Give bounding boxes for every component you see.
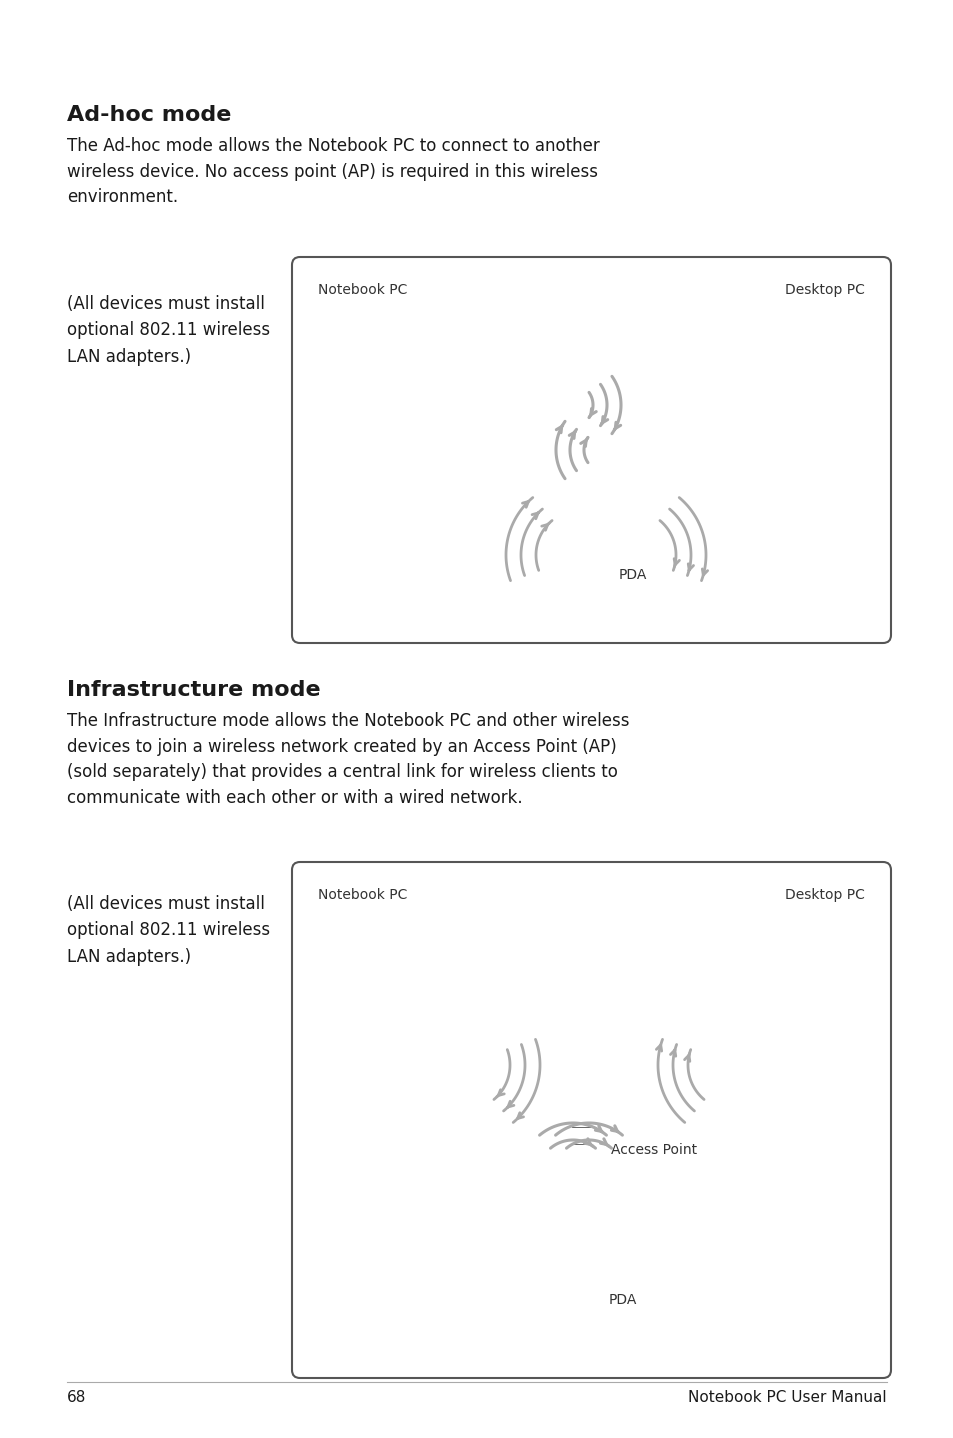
Text: Access Point: Access Point [610, 1143, 697, 1158]
Text: Desktop PC: Desktop PC [784, 889, 864, 902]
Text: The Infrastructure mode allows the Notebook PC and other wireless
devices to joi: The Infrastructure mode allows the Noteb… [67, 712, 629, 807]
Text: Desktop PC: Desktop PC [784, 283, 864, 298]
Bar [764, 1002, 801, 1008]
Polygon shape [569, 1116, 592, 1165]
FancyBboxPatch shape [292, 257, 890, 643]
Circle shape [587, 581, 594, 588]
FancyBboxPatch shape [759, 981, 805, 1070]
Bar [767, 1044, 798, 1060]
Polygon shape [383, 398, 453, 443]
Text: PDA: PDA [618, 568, 647, 582]
Polygon shape [760, 972, 813, 982]
Text: PDA: PDA [608, 1293, 637, 1307]
Bar [577, 538, 604, 574]
Polygon shape [381, 975, 448, 1018]
Text: The Ad-hoc mode allows the Notebook PC to connect to another
wireless device. No: The Ad-hoc mode allows the Notebook PC t… [67, 137, 599, 207]
Polygon shape [755, 397, 809, 406]
Polygon shape [803, 972, 813, 1068]
Polygon shape [369, 449, 464, 464]
Text: Notebook PC: Notebook PC [317, 283, 407, 298]
Text: Infrastructure mode: Infrastructure mode [67, 680, 320, 700]
Circle shape [598, 581, 605, 588]
Bar [764, 988, 801, 998]
Bar [759, 427, 796, 433]
Bar [567, 1264, 594, 1299]
Polygon shape [377, 969, 452, 1024]
Bar [759, 413, 796, 421]
Polygon shape [569, 1110, 599, 1116]
FancyBboxPatch shape [560, 1255, 600, 1324]
Circle shape [577, 1306, 584, 1313]
FancyBboxPatch shape [570, 529, 611, 601]
Text: Notebook PC: Notebook PC [317, 889, 407, 902]
Text: Notebook PC User Manual: Notebook PC User Manual [688, 1391, 886, 1405]
Circle shape [566, 1306, 574, 1313]
Circle shape [576, 581, 583, 588]
Text: (All devices must install
optional 802.11 wireless
LAN adapters.): (All devices must install optional 802.1… [67, 894, 270, 966]
FancyBboxPatch shape [753, 404, 801, 496]
Polygon shape [368, 1024, 459, 1038]
FancyBboxPatch shape [292, 861, 890, 1378]
Circle shape [587, 1306, 595, 1313]
Polygon shape [800, 397, 809, 495]
Polygon shape [379, 393, 456, 449]
Bar [761, 470, 793, 486]
Text: 68: 68 [67, 1391, 87, 1405]
Bar [764, 1014, 801, 1021]
Bar [759, 439, 796, 446]
Polygon shape [592, 1110, 599, 1165]
Text: Ad-hoc mode: Ad-hoc mode [67, 105, 232, 125]
Text: (All devices must install
optional 802.11 wireless
LAN adapters.): (All devices must install optional 802.1… [67, 295, 270, 365]
